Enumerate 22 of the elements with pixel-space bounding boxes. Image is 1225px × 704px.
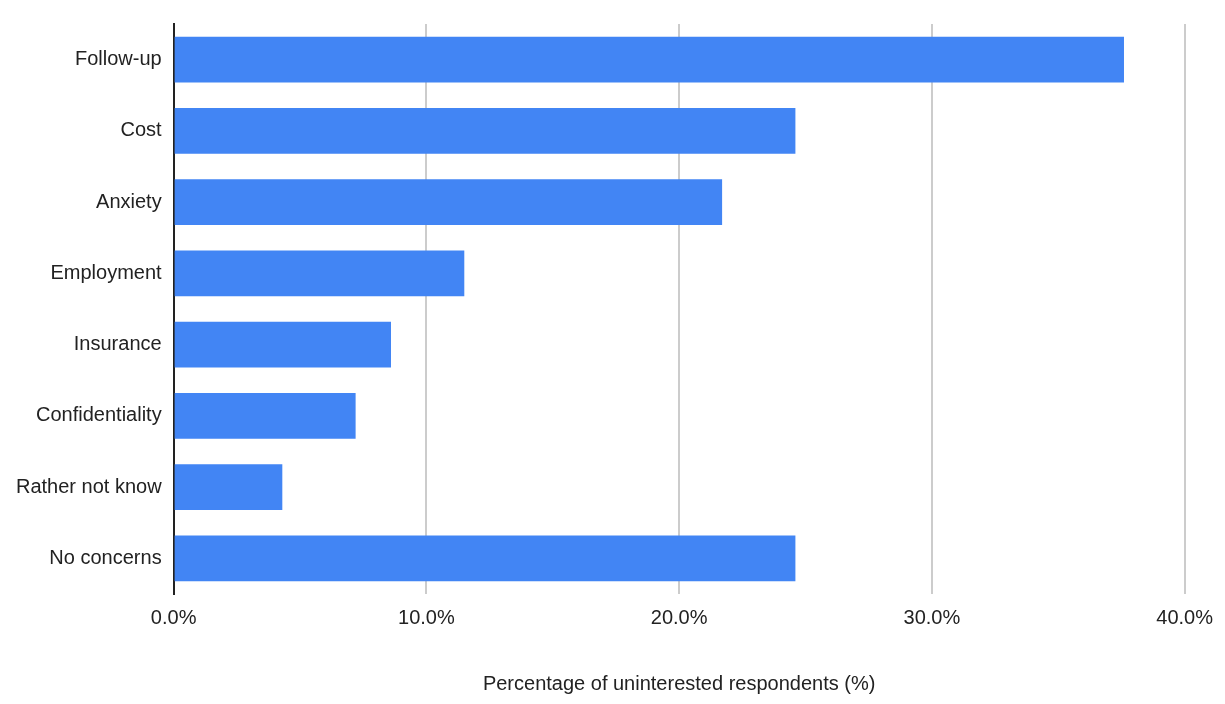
y-tick-label: No concerns [49,545,162,568]
y-tick-label: Cost [120,118,163,141]
bar [174,535,796,582]
x-tick-label: 0.0% [150,605,197,628]
x-tick-label: 40.0% [1156,605,1214,628]
x-tick-label: 20.0% [650,605,708,628]
bar [174,250,465,297]
bar [174,393,356,439]
bar [174,179,723,225]
bar [174,321,391,368]
bar [174,108,796,154]
x-tick-label: 30.0% [903,605,961,628]
bar [174,36,1124,83]
bar [174,464,283,510]
y-tick-label: Anxiety [96,189,162,212]
y-tick-label: Rather not know [15,474,163,497]
y-tick-label: Insurance [73,332,162,355]
x-axis-title: Percentage of uninterested respondents (%) [482,671,876,694]
y-tick-label: Confidentiality [36,403,162,426]
y-tick-label: Employment [50,260,163,283]
y-tick-label: Follow-up [74,47,162,70]
x-tick-label: 10.0% [398,605,455,628]
